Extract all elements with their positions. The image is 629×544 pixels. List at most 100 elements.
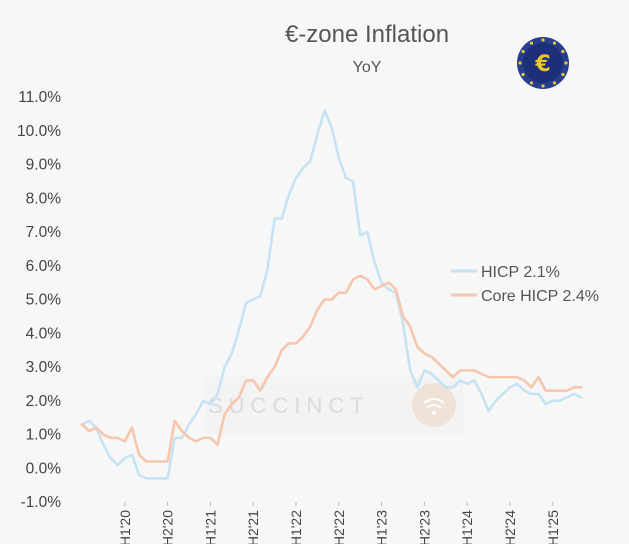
data-point [523,389,526,392]
data-point [494,376,497,378]
y-tick-label: 10.0% [17,123,61,140]
data-point [202,437,205,439]
data-point [516,376,518,378]
data-point [131,426,133,429]
watermark-text: SUCCINCT [208,393,370,418]
legend-label-hicp: HICP 2.1% [481,264,560,281]
data-point [181,437,183,439]
data-point [195,440,197,443]
data-point [523,379,526,382]
data-point [181,430,183,432]
data-point [352,180,354,183]
data-point [166,460,169,463]
logo-star [518,61,522,65]
data-point [338,291,340,294]
data-point [188,423,190,426]
data-point [345,291,347,294]
data-point [459,379,461,382]
y-axis: -1.0% 0.0% 1.0% 2.0% 3.0% 4.0% 5.0% 6.0% 7.0% 8.0… [17,89,61,511]
data-point [537,376,540,378]
data-point [516,383,518,385]
data-point [480,372,483,375]
data-point [494,399,497,402]
data-point [466,383,469,385]
data-point [138,453,140,456]
logo-star [541,38,545,42]
data-point [423,369,426,372]
data-point [95,426,98,429]
chart-title: €-zone Inflation [285,21,449,48]
data-point [544,403,547,405]
data-point [280,217,283,220]
data-point [259,389,262,392]
y-tick-label: 0.0% [26,460,62,477]
data-point [309,160,312,162]
data-point [159,477,162,480]
y-tick-label: 1.0% [26,427,62,444]
data-point [480,393,483,395]
data-point [266,268,269,270]
logo-star [552,81,557,85]
data-point [380,281,383,284]
y-tick-label: 11.0% [18,89,61,106]
data-point [124,457,126,459]
data-point [102,443,105,446]
x-tick-label: H1'21 [202,510,218,544]
data-point [502,393,504,395]
x-tick-label: H1'24 [459,510,475,544]
x-tick-label: H2'21 [245,510,261,544]
data-point [81,423,83,426]
data-point [116,464,119,466]
data-point [402,322,404,324]
data-point [487,410,490,412]
y-tick-label: 9.0% [26,157,62,174]
data-point [302,167,304,169]
data-point [102,433,105,436]
data-point [502,376,504,378]
logo-stars [518,38,568,88]
y-tick-label: 8.0% [26,190,62,207]
logo-star [564,61,568,65]
data-point [131,453,133,456]
y-tick-label: 4.0% [26,325,62,342]
data-point [395,288,397,291]
data-point [416,345,419,348]
data-point [216,393,219,395]
data-point [302,335,304,338]
logo-star [521,49,525,54]
data-point [309,325,312,328]
data-point [452,376,454,378]
data-point [316,133,319,135]
data-point [88,420,90,422]
data-point [352,278,354,281]
data-point [409,369,411,372]
data-point [430,372,433,375]
series-layer [80,109,583,480]
data-point [288,194,290,196]
data-point [459,369,461,372]
data-point [252,379,254,382]
data-point [373,288,376,291]
data-point [573,393,575,395]
data-point [273,217,276,220]
data-point [544,389,547,392]
x-tick-label: H1'22 [288,510,304,544]
data-point [566,389,568,392]
chart-subtitle: YoY [353,59,382,76]
data-point [166,477,169,480]
x-tick-label: H2'20 [160,510,176,544]
data-point [552,399,554,402]
data-point [445,369,447,372]
data-point [509,376,511,378]
data-point [452,386,454,389]
data-point [580,386,583,389]
data-point [273,366,276,368]
logo-star [552,41,557,45]
data-point [466,369,469,372]
data-point [330,126,333,129]
data-point [580,396,583,399]
data-point [380,285,383,287]
x-tick-label: H2'23 [416,510,432,544]
data-point [330,298,333,301]
